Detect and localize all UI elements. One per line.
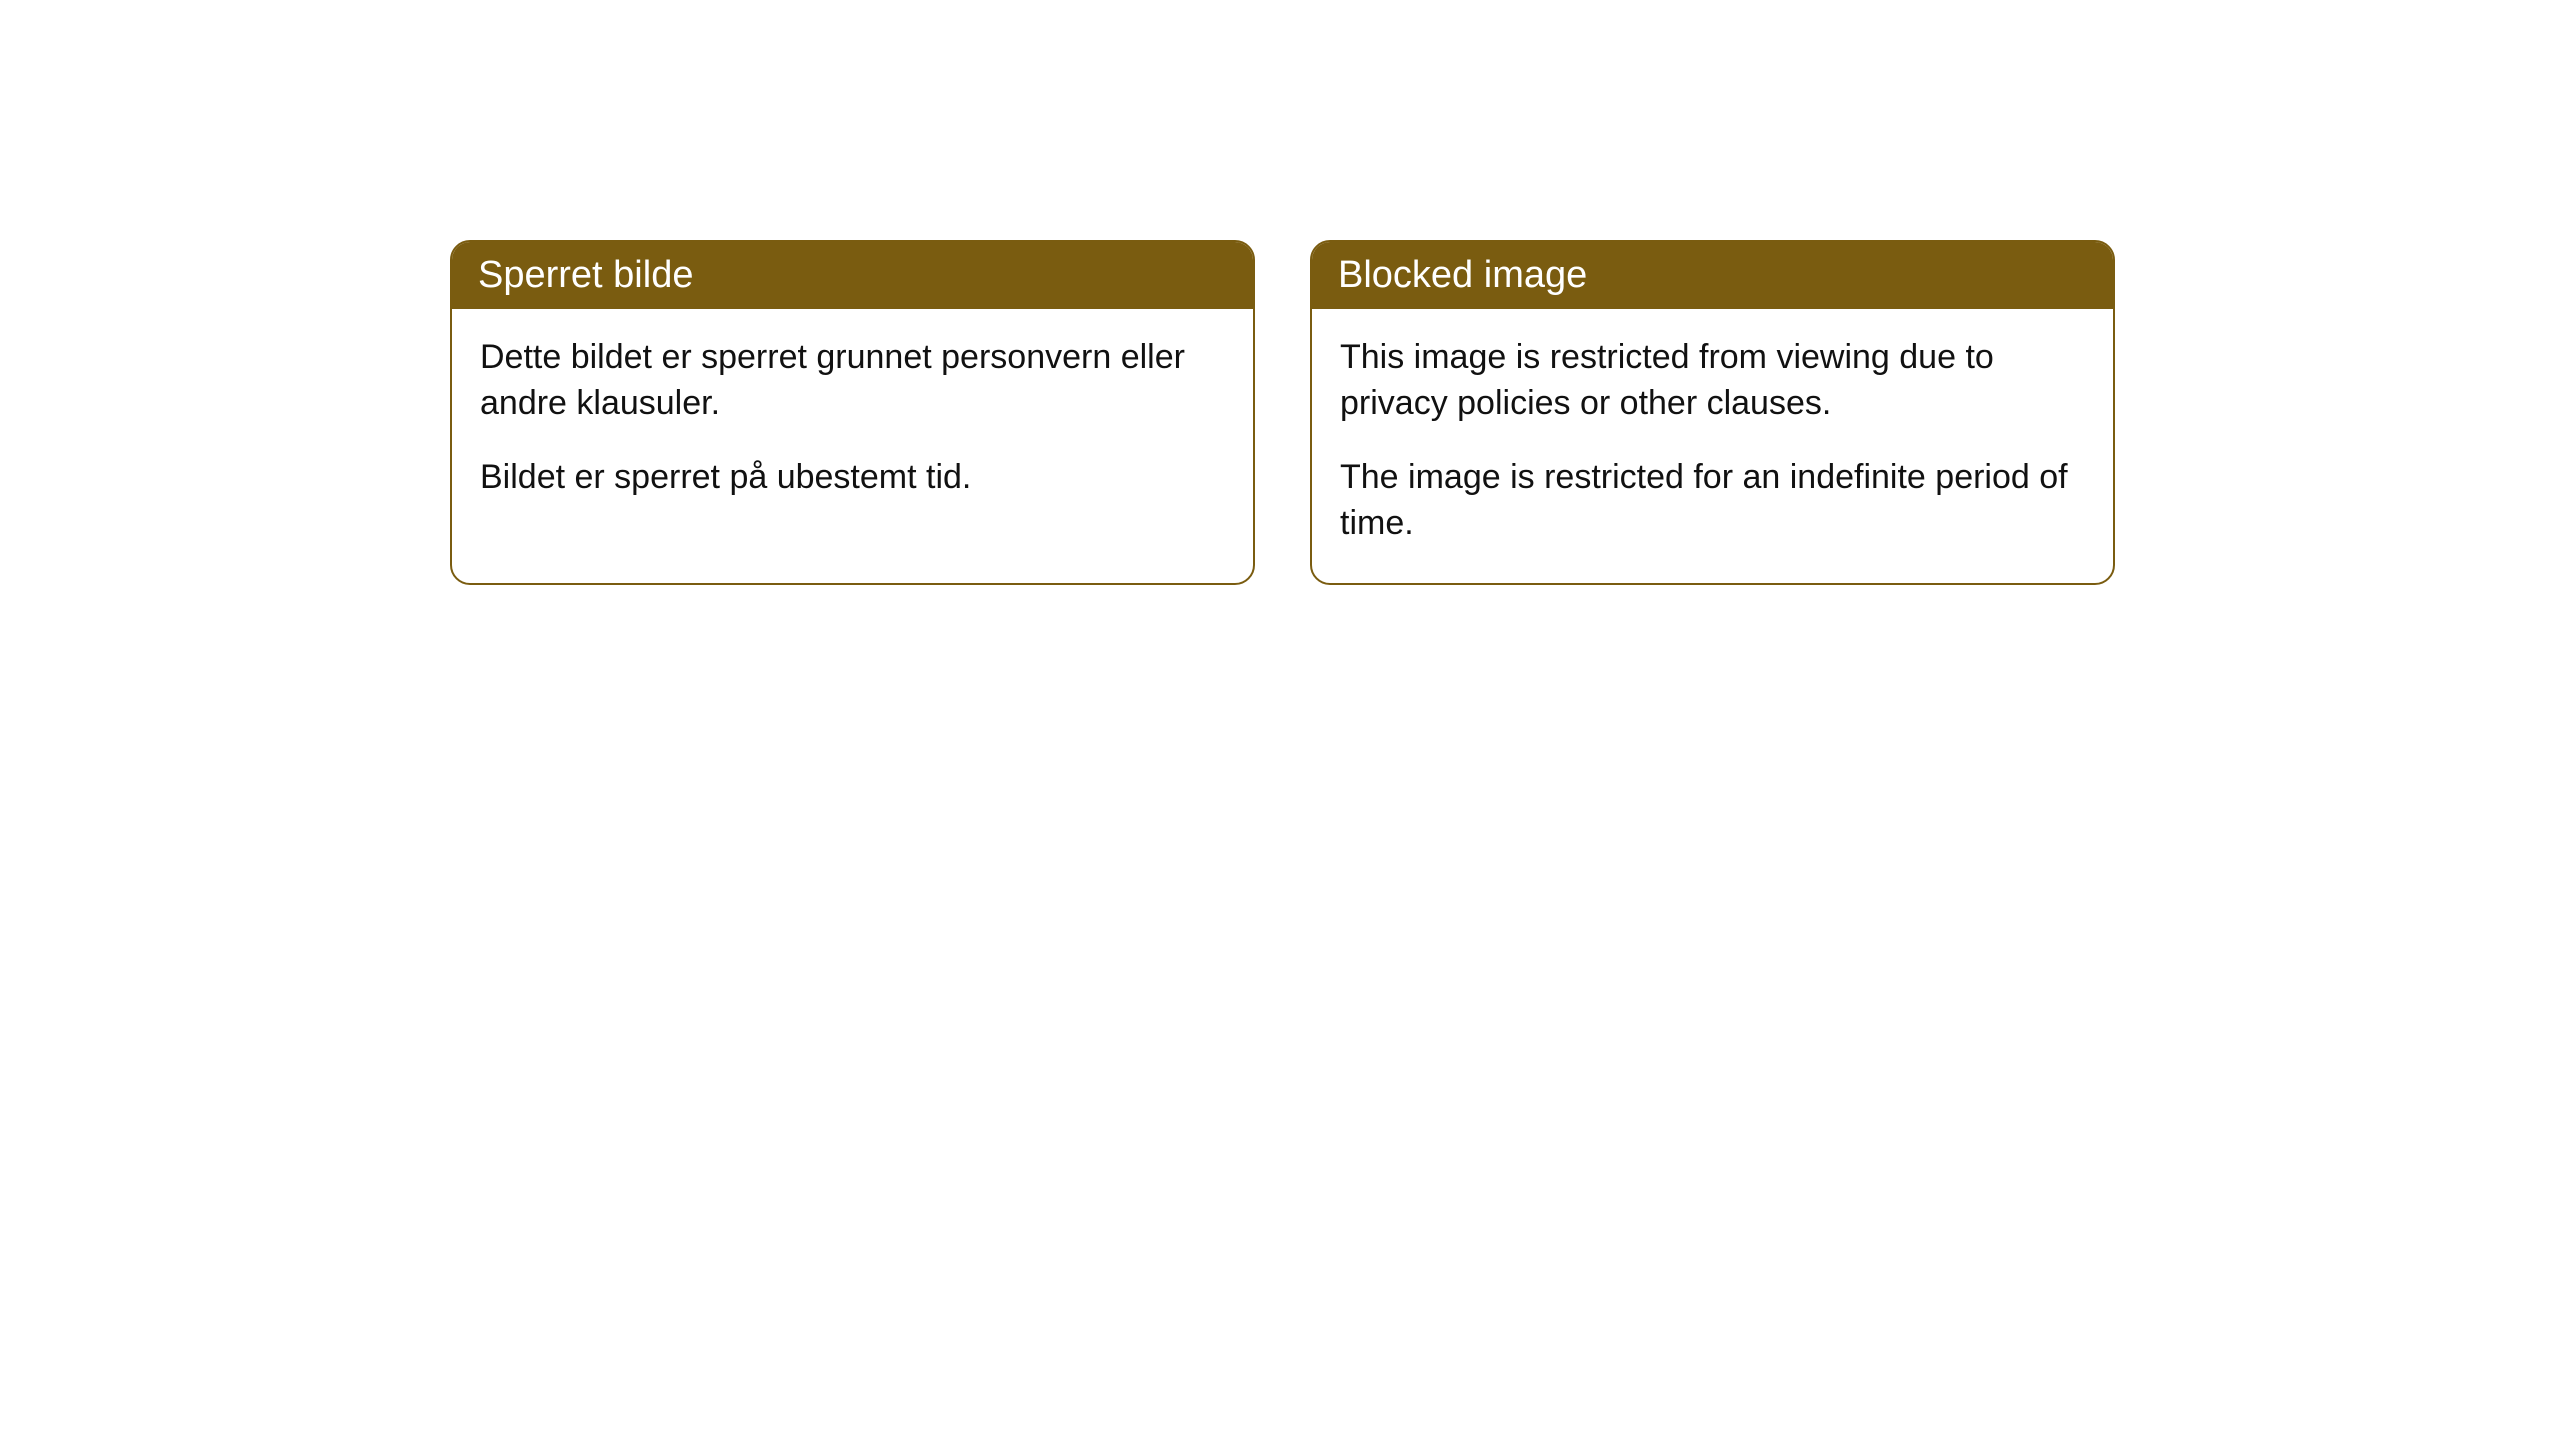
notice-cards-container: Sperret bilde Dette bildet er sperret gr… (450, 240, 2115, 585)
card-paragraph: This image is restricted from viewing du… (1340, 335, 2085, 427)
card-body: Dette bildet er sperret grunnet personve… (452, 309, 1253, 537)
notice-card-english: Blocked image This image is restricted f… (1310, 240, 2115, 585)
notice-card-norwegian: Sperret bilde Dette bildet er sperret gr… (450, 240, 1255, 585)
card-paragraph: Bildet er sperret på ubestemt tid. (480, 455, 1225, 501)
card-body: This image is restricted from viewing du… (1312, 309, 2113, 583)
card-title: Blocked image (1338, 254, 1587, 296)
card-paragraph: The image is restricted for an indefinit… (1340, 455, 2085, 547)
card-title: Sperret bilde (478, 254, 693, 296)
card-header: Sperret bilde (452, 242, 1253, 309)
card-header: Blocked image (1312, 242, 2113, 309)
card-paragraph: Dette bildet er sperret grunnet personve… (480, 335, 1225, 427)
